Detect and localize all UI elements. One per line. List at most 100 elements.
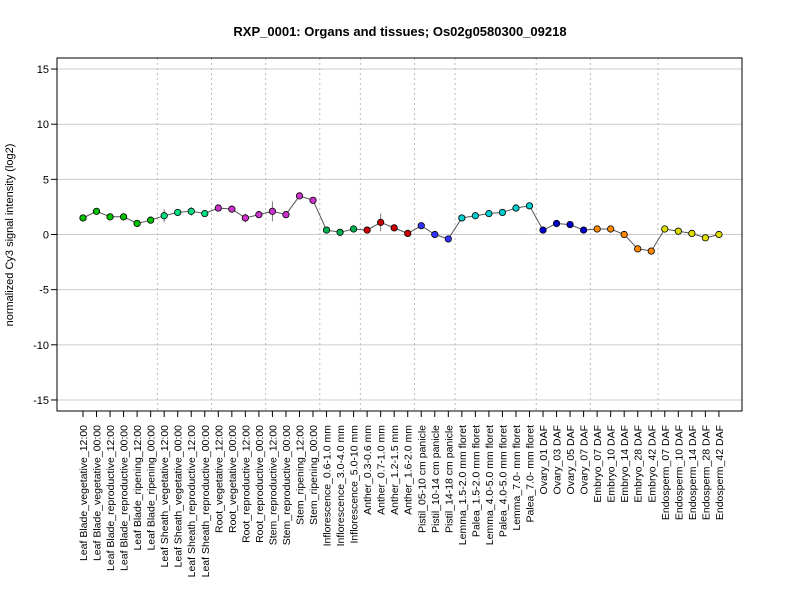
data-point [377,218,385,226]
data-point [715,230,723,239]
x-tick-label: Endosperm_42 DAF [714,425,726,520]
data-point [620,230,628,239]
data-point [471,212,479,220]
x-tick-label: Leaf Sheath_reproductive_00:00 [200,425,212,578]
x-tick-label: Anther_1.6-2.0 mm [403,425,415,515]
x-tick-label: Leaf Blade_reproductive_00:00 [119,425,131,571]
x-tick-label: Leaf Blade_vegetative_00:00 [92,425,104,561]
data-point [174,208,182,217]
y-axis: -15 -10 -5 0 5 10 15 [33,64,57,407]
data-point [404,229,412,237]
x-tick-label: Pistil_10-14 cm panicle [430,425,442,533]
x-tick-label: Palea_1.5-2.0 mm floret [470,425,482,537]
x-tick-label: Embryo_28 DAF [633,425,645,503]
x-tick-label: Endosperm_07 DAF [660,425,672,520]
x-tick-label: Leaf Blade_vegetative_12:00 [78,425,90,561]
data-point [322,226,331,234]
data-point [417,222,425,230]
data-point [512,204,520,212]
data-point [566,220,574,229]
data-point [79,214,87,222]
x-tick-label: Stem_reproductive_12:00 [267,425,279,545]
x-tick-label: Root_reproductive_00:00 [254,425,266,543]
data-point [580,226,588,234]
x-tick-label: Ovary_03 DAF [552,425,564,494]
data-point [133,219,141,228]
x-tick-label: Leaf Sheath_reproductive_12:00 [186,425,198,578]
y-tick-label: 15 [37,64,49,76]
data-point [106,213,114,221]
x-tick-label: Lemma_1.5-2.0 mm floret [457,425,469,545]
data-point [431,230,439,239]
error-bars [82,194,720,253]
x-tick-label: Root_reproductive_12:00 [240,425,252,543]
data-point [647,247,655,255]
data-point [92,207,101,215]
data-point [187,207,195,215]
grid-layer [57,68,742,401]
y-tick-label: 10 [37,119,49,131]
x-tick-label: Embryo_10 DAF [606,425,618,503]
x-tick-label: Pistil_05-10 cm panicle [416,425,428,533]
data-point [390,224,398,232]
data-point [525,202,534,210]
data-point [201,209,209,218]
x-tick-label: Ovary_05 DAF [565,425,577,494]
data-point [268,207,277,215]
y-tick-label: 0 [43,230,49,242]
data-point [349,225,358,233]
x-tick-label: Root_vegetative_12:00 [213,425,225,533]
data-point [160,212,168,220]
x-tick-label: Inflorescence_3.0-4.0 mm [335,425,347,547]
x-tick-label: Leaf Blade_ripening_12:00 [132,425,144,551]
data-point [539,226,547,234]
y-tick-label: -15 [33,395,49,407]
data-point [701,234,709,242]
x-tick-label: Embryo_42 DAF [646,425,658,503]
data-point [458,214,466,222]
x-tick-label: Ovary_07 DAF [579,425,591,494]
x-tick-label: Inflorescence_0.6-1.0 mm [322,425,334,547]
x-tick-label: Stem_ripening_00:00 [308,425,320,525]
x-tick-label: Palea_4.0-5.0 mm floret [497,425,509,537]
data-point [444,235,452,243]
data-point [363,226,371,234]
data-point [593,225,601,233]
chart-title: RXP_0001: Organs and tissues; Os02g05803… [233,24,566,39]
data-point [607,225,615,233]
y-tick-label: -5 [39,285,49,297]
data-point [485,209,493,218]
y-axis-label: normalized Cy3 signal intensity (log2) [4,144,16,327]
x-tick-label: Inflorescence_5.0-10 mm [349,425,361,544]
x-tick-label: Anther_0.3-0.6 mm [362,425,374,515]
data-point [688,229,696,237]
x-tick-label: Anther_0.7-1.0 mm [376,425,388,515]
data-point [147,216,155,224]
data-point [661,225,669,233]
x-tick-label: Leaf Blade_ripening_00:00 [146,425,158,551]
data-point [119,213,128,221]
x-tick-label: Lemma_7.0- mm floret [511,425,523,531]
x-tick-label: Anther_1.2-1.5 mm [389,425,401,515]
x-tick-label: Lemma_4.0-5.0 mm floret [484,425,496,545]
data-point [255,211,263,219]
y-tick-label: -10 [33,340,49,352]
data-point [228,205,236,213]
data-point [674,227,682,235]
data-point [214,204,222,212]
x-tick-label: Ovary_01 DAF [538,425,550,494]
x-axis: Leaf Blade_vegetative_12:00 Leaf Blade_ve… [78,410,726,578]
y-tick-label: 5 [43,174,49,186]
data-point [498,208,507,217]
data-point [309,196,317,204]
x-tick-label: Embryo_07 DAF [592,425,604,503]
x-tick-label: Endosperm_28 DAF [700,425,712,520]
data-point [552,219,561,228]
x-tick-label: Embryo_14 DAF [619,425,631,503]
x-tick-label: Endosperm_10 DAF [673,425,685,520]
data-point [282,211,290,219]
x-tick-label: Stem_reproductive_00:00 [281,425,293,545]
data-point [241,214,249,222]
x-tick-label: Stem_ripening_12:00 [294,425,306,525]
x-tick-label: Pistil_14-18 cm panicle [443,425,455,533]
